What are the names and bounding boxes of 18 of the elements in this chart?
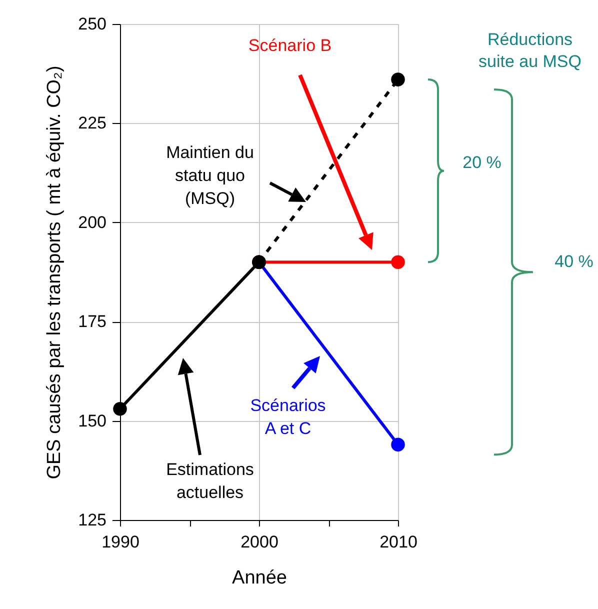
y-tick-label: 200 [78,212,106,232]
y-tick-label: 175 [78,312,106,332]
legend-label: Scénarios A et C [250,396,326,438]
y-axis-title: GES causés par les transports ( mt à équiv. CO₂) [44,66,66,480]
x-tick-label: 1990 [102,532,140,552]
x-tick-label: 2000 [240,532,278,552]
text: Maintien du statu quo (MSQ) [166,143,254,208]
y-tick-label: 225 [78,114,106,133]
y-tick-label: 250 [78,14,106,34]
text: Scénario B [248,36,332,55]
text: Estimations actuelles [166,460,254,502]
x-axis-title: Année [232,568,287,588]
y-tick-label: 150 [78,411,106,430]
x-tick-label: 2010 [380,532,418,552]
text: Réductions suite au MSQ [478,30,582,71]
y-tick-label: 125 [78,510,106,530]
text: 20 % [462,153,502,172]
text: 40 % [554,252,594,271]
